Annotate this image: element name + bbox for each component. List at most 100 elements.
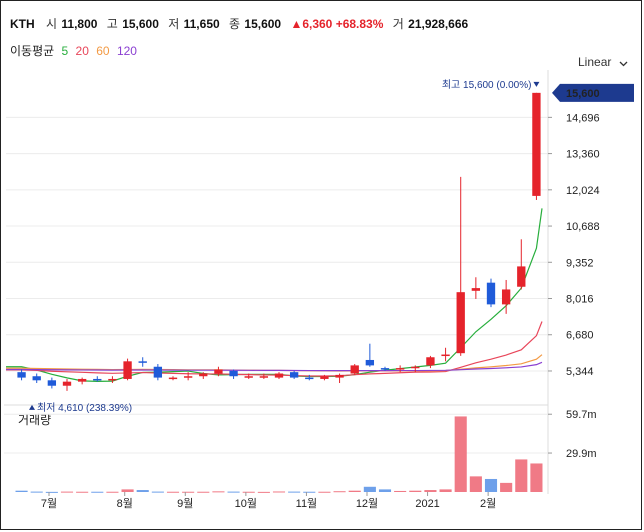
candle-body [471, 288, 481, 291]
current-price-tag [552, 83, 634, 102]
price-tick-label: 10,688 [566, 221, 600, 233]
candle-body [138, 361, 147, 363]
volume-bar [212, 491, 225, 493]
candle-body [17, 372, 26, 378]
candle [456, 176, 465, 356]
scale-dropdown[interactable]: Linear [578, 55, 628, 69]
candle [320, 374, 329, 381]
candle-body [77, 378, 87, 382]
candle-body [244, 376, 253, 378]
candle-body [441, 354, 450, 357]
high-marker-icon [533, 81, 540, 87]
candle [214, 366, 223, 377]
open-value: 11,800 [61, 17, 98, 31]
candle-body [380, 368, 390, 370]
x-tick-label: 12월 [356, 497, 378, 510]
candle-body [365, 359, 375, 366]
volume-bar [76, 491, 89, 493]
candle-body [411, 366, 420, 369]
candle-body [501, 289, 511, 305]
low-annotation: 최저 4,610 (238.39%) [37, 402, 132, 414]
candle-body [320, 376, 329, 379]
x-tick-label: 2월 [480, 497, 496, 510]
candle [517, 239, 526, 290]
volume-bar [333, 491, 346, 493]
volume-bar [106, 491, 119, 493]
candle [501, 279, 511, 314]
candle-body [183, 376, 193, 378]
x-tick-label: 9월 [177, 497, 193, 510]
volume-bar [484, 478, 498, 492]
candle [289, 370, 299, 379]
volume-bar [182, 491, 195, 493]
candle [486, 278, 496, 308]
volume-bar [318, 491, 331, 493]
candle [77, 377, 87, 385]
candle [138, 357, 147, 367]
low-label: 저 [168, 17, 180, 31]
volume-bar [303, 491, 316, 493]
symbol: KTH [10, 17, 35, 31]
x-tick-label: 2021 [415, 498, 439, 510]
volume-bar [257, 491, 270, 493]
candle [441, 347, 450, 362]
candle [395, 365, 405, 373]
candle [17, 369, 26, 381]
ma60-label: 60 [96, 44, 110, 58]
candle [305, 374, 314, 381]
candle [244, 373, 253, 379]
volume-bar [15, 490, 28, 492]
volume-bar [515, 459, 528, 492]
volume-bar [348, 490, 361, 492]
candle-body [395, 368, 405, 370]
volume-bar [363, 486, 376, 492]
high-annotation: 최고 15,600 (0.00%) [442, 79, 532, 91]
close-label: 종 [229, 17, 241, 31]
volume-bar [500, 482, 513, 492]
ma-legend[interactable]: 이동평균 5 20 60 120 [10, 42, 141, 59]
candle [532, 92, 541, 200]
candle [108, 376, 117, 384]
ma120-line [6, 361, 543, 372]
volume-bar [30, 491, 43, 493]
high-label: 고 [106, 17, 118, 31]
volume-bar [45, 491, 58, 493]
candle-body [532, 92, 541, 196]
candle-body [456, 292, 465, 354]
candle-body [426, 357, 435, 366]
volume-bar [394, 490, 407, 492]
volume-bar [272, 491, 286, 493]
candle [229, 369, 238, 379]
candle-body [168, 377, 178, 380]
candle [411, 365, 420, 373]
price-tick-label: 12,024 [566, 185, 600, 197]
volume-value: 21,928,666 [408, 17, 469, 31]
candle-body [229, 370, 238, 377]
candle-body [153, 366, 163, 378]
candle [183, 372, 193, 381]
candle [350, 364, 359, 375]
high-value: 15,600 [122, 17, 159, 31]
candle [199, 372, 208, 379]
chevron-down-icon [619, 61, 628, 67]
price-tick-label: 13,360 [566, 149, 600, 161]
x-tick-label: 8월 [117, 497, 133, 510]
price-tick-label: 14,696 [566, 112, 600, 124]
current-price-label: 15,600 [566, 88, 600, 100]
close-value: 15,600 [244, 17, 282, 31]
candle [259, 373, 269, 379]
volume-bar [91, 491, 104, 493]
quote-header: KTH 시 11,800 고 15,600 저 11,650 종 15,600 … [10, 15, 474, 32]
candle [274, 372, 284, 379]
candle [168, 376, 178, 381]
candle-body [32, 376, 41, 381]
candle [32, 373, 41, 384]
candle [426, 355, 435, 369]
candle-body [93, 378, 102, 381]
candle [47, 377, 57, 389]
volume-title: 거래량 [18, 413, 51, 427]
candle [335, 373, 344, 384]
volume-tick-label: 59.7m [566, 409, 597, 421]
